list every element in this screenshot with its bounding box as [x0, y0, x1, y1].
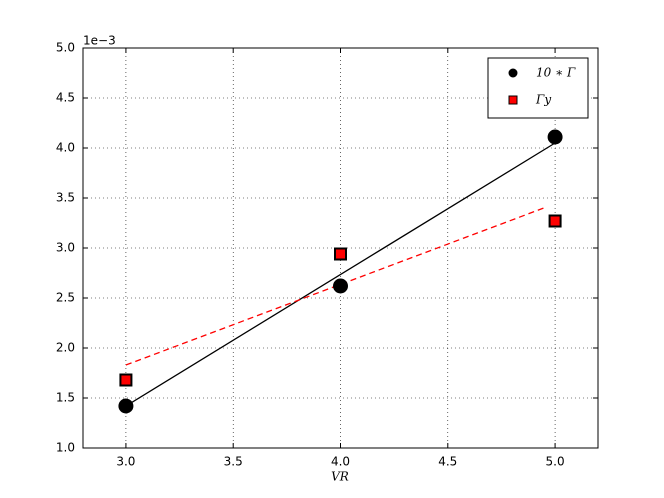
marker [118, 398, 134, 414]
x-axis-label: VR [331, 470, 349, 484]
y-tick-label: 3.5 [56, 191, 75, 205]
y-tick-label: 2.5 [56, 291, 75, 305]
y-offset-label: 1e−3 [83, 34, 116, 48]
y-tick-label: 1.5 [56, 391, 75, 405]
marker [119, 373, 133, 387]
y-tick-label: 4.0 [56, 141, 75, 155]
x-tick-label: 3.0 [116, 455, 135, 469]
legend-label: Γ̅y [535, 93, 551, 107]
marker [548, 214, 562, 228]
x-tick-label: 4.5 [438, 455, 457, 469]
x-tick-label: 5.0 [546, 455, 565, 469]
legend-marker [508, 68, 518, 78]
y-tick-label: 2.0 [56, 341, 75, 355]
marker [334, 247, 347, 261]
fit-line [125, 142, 556, 407]
x-tick-label: 3.5 [224, 455, 243, 469]
x-tick-label: 4.0 [331, 455, 350, 469]
legend-marker [508, 95, 518, 105]
legend-box [487, 57, 589, 119]
y-tick-label: 5.0 [56, 41, 75, 55]
marker [547, 129, 563, 145]
y-tick-label: 3.0 [56, 241, 75, 255]
y-tick-label: 4.5 [56, 91, 75, 105]
y-tick-label: 1.0 [56, 441, 75, 455]
frame [82, 47, 599, 449]
legend-label: 10 ∗ Γ̅ [536, 66, 576, 80]
marker [333, 278, 348, 294]
